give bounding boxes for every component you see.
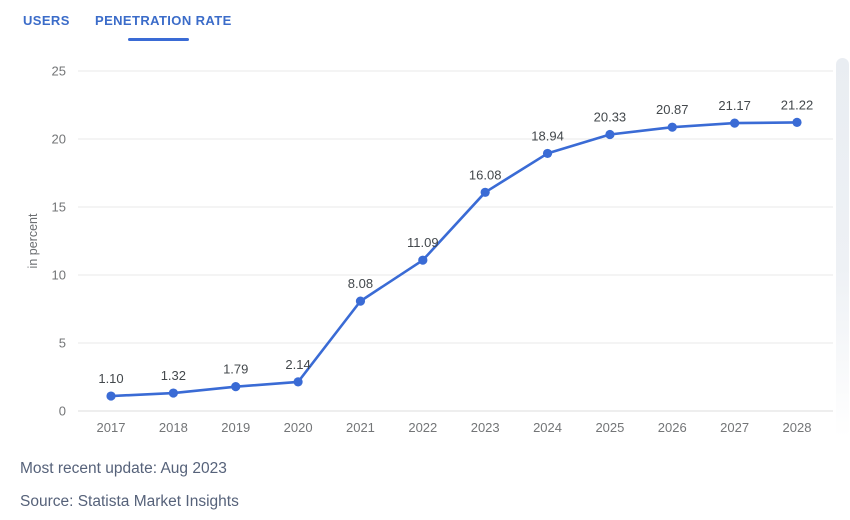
data-point[interactable]	[293, 377, 303, 387]
x-tick-label: 2018	[159, 420, 188, 435]
x-tick-label: 2023	[471, 420, 500, 435]
data-point[interactable]	[231, 382, 241, 392]
data-point-label: 1.10	[98, 371, 123, 386]
active-tab-underline	[128, 38, 189, 41]
data-point-label: 16.08	[469, 167, 502, 182]
tab-users[interactable]: USERS	[23, 13, 70, 28]
data-point[interactable]	[355, 296, 366, 306]
data-point[interactable]	[418, 255, 428, 265]
data-point-label: 20.33	[594, 110, 627, 125]
data-point-label: 18.94	[531, 128, 564, 143]
x-tick-label: 2020	[284, 420, 313, 435]
data-point[interactable]	[792, 117, 802, 128]
data-point[interactable]	[730, 118, 740, 128]
scrollbar-track[interactable]	[836, 58, 849, 438]
y-tick-label: 10	[52, 268, 66, 283]
last-update-text: Most recent update: Aug 2023	[20, 460, 227, 477]
x-tick-label: 2017	[97, 420, 126, 435]
data-point-label: 11.09	[407, 235, 439, 250]
y-tick-label: 20	[52, 132, 66, 147]
source-text: Source: Statista Market Insights	[20, 493, 239, 510]
y-axis-title: in percent	[26, 213, 40, 268]
data-point[interactable]	[480, 187, 490, 197]
x-tick-label: 2022	[408, 420, 437, 435]
data-point[interactable]	[667, 122, 677, 132]
series-line	[109, 121, 799, 398]
data-point-label: 1.32	[161, 368, 186, 383]
data-point-label: 1.79	[223, 362, 248, 377]
x-tick-label: 2024	[533, 420, 562, 435]
y-tick-label: 25	[52, 64, 66, 79]
data-point-label: 21.17	[718, 98, 751, 113]
data-point-label: 21.22	[781, 97, 814, 112]
y-tick-label: 15	[52, 200, 66, 215]
x-tick-label: 2027	[720, 420, 749, 435]
y-tick-label: 5	[59, 336, 66, 351]
data-point-label: 2.14	[285, 357, 310, 372]
x-tick-label: 2026	[658, 420, 687, 435]
x-tick-label: 2021	[346, 420, 375, 435]
tab-penetration-rate[interactable]: PENETRATION RATE	[95, 13, 232, 28]
data-point[interactable]	[106, 391, 116, 401]
data-point[interactable]	[168, 388, 178, 398]
data-point-label: 20.87	[656, 102, 689, 117]
data-point-label: 8.08	[348, 276, 373, 291]
x-tick-label: 2025	[595, 420, 624, 435]
data-point[interactable]	[542, 148, 553, 159]
data-point[interactable]	[605, 129, 615, 140]
x-tick-label: 2028	[783, 420, 812, 435]
y-tick-label: 0	[59, 404, 66, 419]
x-tick-label: 2019	[221, 420, 250, 435]
